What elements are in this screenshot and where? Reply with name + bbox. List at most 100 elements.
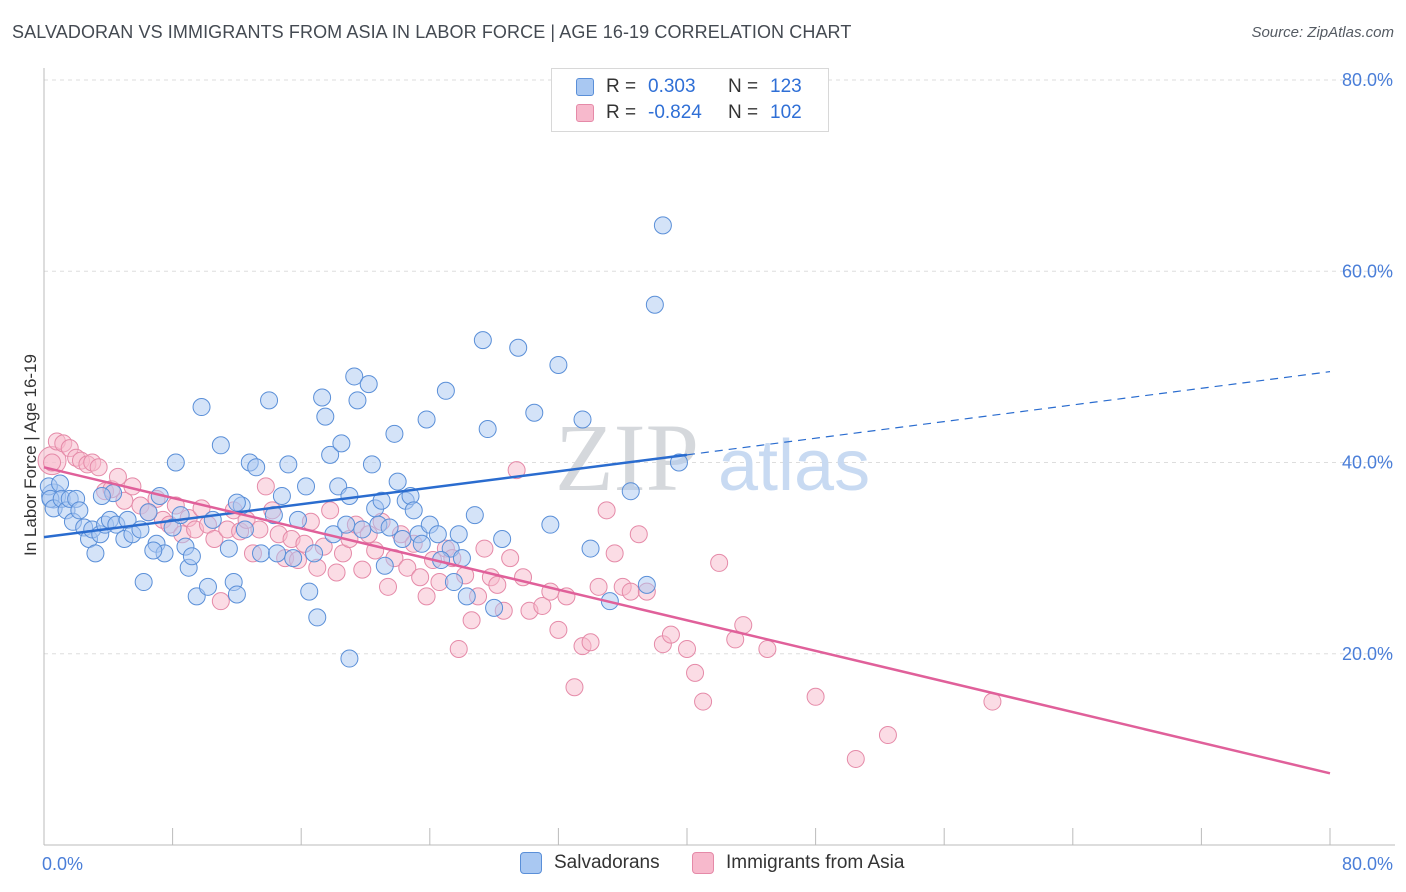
point-immigrants-from-asia <box>878 726 897 745</box>
point-immigrants-from-asia <box>694 692 713 711</box>
point-immigrants-from-asia <box>629 525 648 544</box>
point-salvadorans <box>393 530 412 548</box>
y-axis-title: In Labor Force | Age 16-19 <box>21 354 40 556</box>
bottom-legend-salvadorans: Salvadorans <box>520 852 660 874</box>
tick-labels: 20.0% 40.0% 60.0% 80.0% 0.0% 80.0% <box>42 70 1393 874</box>
point-salvadorans <box>478 420 497 439</box>
point-salvadorans <box>279 455 298 474</box>
source-label: Source: ZipAtlas.com <box>1251 24 1394 41</box>
trend-line-immigrants-from-asia <box>43 466 1331 775</box>
point-salvadorans <box>645 295 664 314</box>
y-tick-label: 80.0% <box>1342 70 1393 90</box>
point-salvadorans <box>144 541 163 560</box>
point-immigrants-from-asia <box>501 549 520 568</box>
point-immigrants-from-asia <box>533 596 552 615</box>
point-salvadorans <box>235 520 254 539</box>
legend-swatch-pink <box>576 104 594 122</box>
point-salvadorans <box>541 515 560 534</box>
legend-swatch-blue <box>576 78 594 96</box>
legend-r-value: -0.824 <box>648 102 702 123</box>
trend-line-salvadorans <box>43 453 688 539</box>
point-immigrants-from-asia <box>661 625 680 644</box>
x-tick-label: 0.0% <box>42 854 83 874</box>
point-salvadorans <box>348 391 367 410</box>
point-immigrants-from-asia <box>758 639 777 658</box>
trend-lines <box>43 371 1331 775</box>
y-tick-label: 20.0% <box>1342 644 1393 664</box>
point-salvadorans <box>340 649 359 668</box>
point-salvadorans <box>272 486 291 505</box>
point-salvadorans <box>305 544 324 563</box>
point-salvadorans <box>345 367 364 386</box>
point-salvadorans <box>449 525 468 544</box>
point-salvadorans <box>252 544 271 563</box>
stats-legend: R = 0.303 N = 123 R = -0.824 N = 102 <box>551 68 829 132</box>
point-salvadorans <box>51 474 70 493</box>
point-salvadorans <box>493 530 512 548</box>
point-salvadorans <box>332 434 351 453</box>
point-immigrants-from-asia <box>327 563 346 582</box>
point-salvadorans <box>313 388 332 407</box>
legend-n-label: N = <box>728 102 759 123</box>
point-salvadorans <box>457 587 476 606</box>
point-salvadorans <box>182 547 201 566</box>
point-immigrants-from-asia <box>581 633 600 652</box>
point-immigrants-from-asia <box>321 501 340 520</box>
point-salvadorans <box>198 577 217 596</box>
point-salvadorans <box>166 453 185 472</box>
point-salvadorans <box>549 355 568 374</box>
point-salvadorans <box>404 501 423 520</box>
watermark-atlas: atlas <box>718 426 870 506</box>
point-salvadorans <box>353 520 372 539</box>
point-salvadorans <box>485 598 504 617</box>
point-salvadorans <box>436 381 455 400</box>
legend-n-label: N = <box>728 76 759 97</box>
point-salvadorans <box>268 544 287 563</box>
point-immigrants-from-asia <box>205 530 224 548</box>
bottom-legend-label: Salvadorans <box>554 852 660 873</box>
point-immigrants-from-asia <box>589 577 608 596</box>
point-immigrants-from-asia <box>565 678 584 697</box>
legend-row-immigrants-from-asia: R = -0.824 N = 102 <box>576 101 802 125</box>
point-salvadorans <box>227 493 246 512</box>
point-immigrants-from-asia <box>597 501 616 520</box>
point-salvadorans <box>385 424 404 443</box>
point-immigrants-from-asia <box>449 639 468 658</box>
point-salvadorans <box>260 391 279 410</box>
point-immigrants-from-asia <box>211 592 230 611</box>
point-immigrants-from-asia <box>605 544 624 563</box>
point-salvadorans <box>316 407 335 426</box>
point-salvadorans <box>308 608 327 627</box>
point-immigrants-from-asia <box>710 553 729 572</box>
point-salvadorans <box>247 458 266 477</box>
point-salvadorans <box>525 403 544 422</box>
point-salvadorans <box>621 482 640 501</box>
point-salvadorans <box>669 453 688 472</box>
point-salvadorans <box>417 410 436 429</box>
point-salvadorans <box>192 398 211 417</box>
x-tick-label: 80.0% <box>1342 854 1393 874</box>
point-salvadorans <box>465 506 484 525</box>
point-salvadorans <box>372 491 391 510</box>
legend-row-salvadorans: R = 0.303 N = 123 <box>576 75 802 99</box>
point-salvadorans <box>428 525 447 544</box>
point-salvadorans <box>340 486 359 505</box>
point-salvadorans <box>284 549 303 568</box>
point-salvadorans <box>227 585 246 604</box>
point-immigrants-from-asia <box>411 568 430 587</box>
point-salvadorans <box>134 573 153 592</box>
y-tick-label: 60.0% <box>1342 261 1393 281</box>
point-immigrants-from-asia <box>846 749 865 768</box>
point-salvadorans <box>337 515 356 534</box>
point-immigrants-from-asia <box>256 477 275 496</box>
point-salvadorans <box>70 501 89 520</box>
trend-extension-salvadorans <box>686 371 1331 456</box>
legend-r-value: 0.303 <box>648 76 696 97</box>
y-tick-label: 40.0% <box>1342 453 1393 473</box>
point-salvadorans <box>359 375 378 394</box>
point-immigrants-from-asia <box>678 639 696 658</box>
point-immigrants-from-asia <box>488 575 507 594</box>
point-salvadorans <box>637 575 656 594</box>
legend-n-value: 123 <box>770 76 802 97</box>
